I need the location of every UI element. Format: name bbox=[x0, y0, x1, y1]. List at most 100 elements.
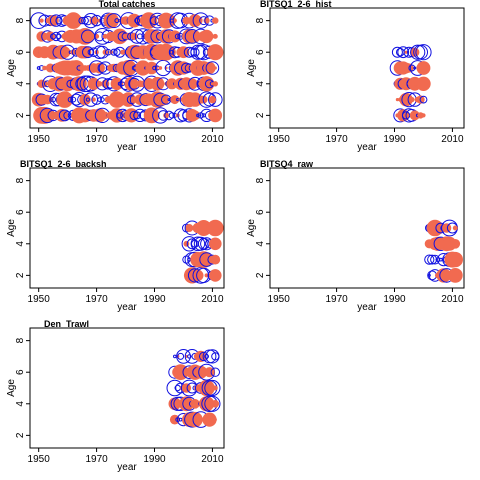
bubble-point bbox=[39, 18, 44, 23]
bubble-point bbox=[413, 66, 417, 70]
bubble-point bbox=[207, 44, 224, 61]
bubble-point bbox=[95, 45, 109, 59]
bubble-point bbox=[78, 45, 92, 59]
bubble-point bbox=[170, 95, 180, 105]
x-tick-label: 1970 bbox=[85, 134, 108, 145]
bubble-point bbox=[187, 354, 192, 359]
panel-frame bbox=[29, 167, 225, 289]
bubble-point bbox=[167, 98, 171, 102]
bubble-point bbox=[212, 81, 219, 87]
bubble-point bbox=[210, 367, 221, 377]
x-tick-label: 1990 bbox=[143, 454, 166, 465]
x-tick-label: 2010 bbox=[441, 294, 464, 305]
y-tick-label: 4 bbox=[255, 81, 266, 87]
x-axis-label: year bbox=[357, 302, 377, 313]
bubble-point bbox=[130, 32, 138, 41]
bubble-point bbox=[209, 269, 222, 282]
bubble-point bbox=[208, 108, 223, 123]
bubble-point bbox=[147, 29, 162, 44]
bubble-point bbox=[193, 236, 208, 251]
bubble-point bbox=[419, 95, 428, 104]
panel-3: 1950 1970 1990 2010 2 4 6 8 year Age BITSQ4_raw bbox=[246, 159, 465, 313]
panel-frame bbox=[29, 327, 225, 449]
x-tick-label: 1970 bbox=[325, 134, 348, 145]
panel-title: BITSQ1_2-6_hist bbox=[260, 0, 332, 9]
bubble-point bbox=[391, 46, 403, 58]
bubble-point bbox=[78, 16, 86, 25]
y-tick-label: 8 bbox=[15, 177, 26, 183]
bubble-point bbox=[408, 64, 416, 72]
bubble-point bbox=[416, 61, 431, 75]
bubble-point bbox=[198, 76, 215, 92]
bubble-point bbox=[209, 237, 222, 251]
bubble-point bbox=[176, 349, 191, 364]
bubble-point bbox=[416, 76, 431, 92]
y-tick-label: 2 bbox=[15, 272, 26, 278]
bubble-point bbox=[103, 12, 119, 29]
bubble-point bbox=[204, 379, 221, 397]
x-tick-label: 2010 bbox=[201, 134, 224, 145]
bubble-point bbox=[187, 257, 192, 262]
bubble-point bbox=[182, 255, 191, 264]
bubble-point bbox=[71, 76, 87, 92]
bubble-point bbox=[404, 50, 408, 54]
bubble-point bbox=[190, 236, 206, 252]
bubble-point bbox=[424, 254, 435, 265]
y-tick-label: 4 bbox=[15, 81, 26, 87]
panel-1: 1950 1970 1990 2010 2 4 6 8 year Age BITSQ1_2-6_hi… bbox=[246, 0, 465, 153]
bubble-point bbox=[90, 14, 103, 27]
bubble-point bbox=[183, 240, 190, 247]
bubble-point bbox=[213, 418, 217, 422]
bubble-point bbox=[186, 238, 198, 250]
x-tick-label: 1950 bbox=[268, 294, 291, 305]
bubble-point bbox=[174, 33, 181, 40]
x-tick-label: 1950 bbox=[28, 454, 51, 465]
y-tick-label: 2 bbox=[255, 272, 266, 278]
bubble-point bbox=[193, 414, 203, 425]
bubble-point bbox=[110, 48, 118, 56]
bubble-point bbox=[184, 50, 188, 54]
y-axis-label: Age bbox=[246, 219, 257, 237]
bubble-point bbox=[152, 65, 157, 71]
y-tick-label: 2 bbox=[255, 112, 266, 118]
bubble-point bbox=[438, 257, 443, 262]
bubble-point bbox=[415, 44, 432, 61]
y-tick-label: 6 bbox=[15, 49, 26, 55]
bubble-point bbox=[211, 400, 220, 408]
bubble-point bbox=[208, 92, 223, 107]
y-tick-label: 6 bbox=[255, 49, 266, 55]
bubble-point bbox=[36, 66, 41, 70]
bubble-point bbox=[158, 66, 163, 70]
bubble-point bbox=[452, 225, 458, 231]
bubble-point bbox=[212, 33, 218, 39]
panel-title: BITSQ1_2-6_backsh bbox=[20, 159, 107, 169]
x-tick-label: 1970 bbox=[85, 454, 108, 465]
bubble-point bbox=[205, 61, 220, 75]
bubble-point bbox=[212, 385, 218, 391]
bubble-point bbox=[51, 31, 61, 42]
x-tick-label: 1950 bbox=[28, 294, 51, 305]
panel-frame bbox=[269, 7, 465, 129]
bubble-point bbox=[178, 417, 183, 422]
y-tick-label: 8 bbox=[255, 17, 266, 23]
x-axis-label: year bbox=[117, 462, 137, 473]
panel-title: Den_Trawl bbox=[44, 319, 89, 329]
y-tick-label: 2 bbox=[15, 112, 26, 118]
bubble-point bbox=[134, 17, 141, 24]
x-tick-label: 2010 bbox=[201, 454, 224, 465]
x-tick-label: 1990 bbox=[383, 134, 406, 145]
panel-bubbles bbox=[389, 44, 432, 123]
y-tick-label: 8 bbox=[15, 17, 26, 23]
x-tick-label: 2010 bbox=[201, 294, 224, 305]
bubble-point bbox=[203, 61, 216, 75]
bubble-point bbox=[450, 239, 461, 249]
bubble-point bbox=[199, 351, 209, 362]
bubble-point bbox=[85, 97, 91, 102]
x-tick-label: 1950 bbox=[268, 134, 291, 145]
bubble-point bbox=[409, 96, 415, 103]
y-axis-label: Age bbox=[246, 59, 257, 77]
bubble-point bbox=[137, 33, 143, 40]
bubble-point bbox=[129, 29, 145, 44]
x-tick-label: 1990 bbox=[383, 294, 406, 305]
